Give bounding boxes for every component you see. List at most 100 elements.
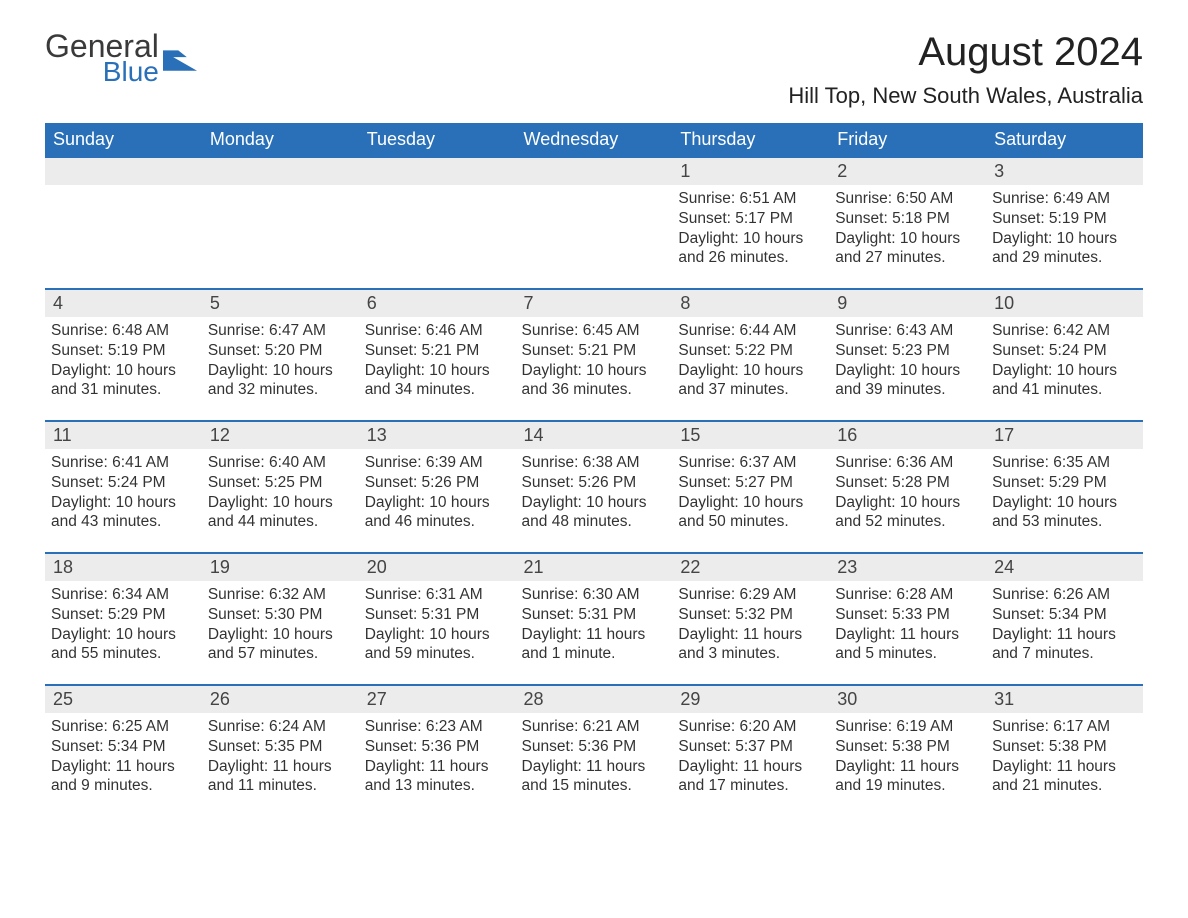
sunrise-text: Sunrise: 6:42 AM	[992, 321, 1137, 341]
day-body: Sunrise: 6:29 AMSunset: 5:32 PMDaylight:…	[672, 581, 829, 670]
sunrise-text: Sunrise: 6:38 AM	[522, 453, 667, 473]
daylight-text: Daylight: 10 hours and 44 minutes.	[208, 493, 353, 533]
daylight-text: Daylight: 10 hours and 55 minutes.	[51, 625, 196, 665]
daylight-text: Daylight: 10 hours and 53 minutes.	[992, 493, 1137, 533]
daylight-text: Daylight: 11 hours and 13 minutes.	[365, 757, 510, 797]
day-cell: 26Sunrise: 6:24 AMSunset: 5:35 PMDayligh…	[202, 685, 359, 817]
sunset-text: Sunset: 5:37 PM	[678, 737, 823, 757]
day-cell: 29Sunrise: 6:20 AMSunset: 5:37 PMDayligh…	[672, 685, 829, 817]
logo: General Blue	[45, 30, 197, 86]
day-body	[516, 185, 673, 195]
day-body	[202, 185, 359, 195]
day-number: 3	[986, 158, 1143, 185]
day-number: .	[45, 158, 202, 185]
sunset-text: Sunset: 5:34 PM	[51, 737, 196, 757]
daylight-text: Daylight: 11 hours and 1 minute.	[522, 625, 667, 665]
day-body: Sunrise: 6:37 AMSunset: 5:27 PMDaylight:…	[672, 449, 829, 538]
sunset-text: Sunset: 5:24 PM	[992, 341, 1137, 361]
day-cell: .	[202, 157, 359, 289]
day-body	[359, 185, 516, 195]
sunset-text: Sunset: 5:36 PM	[365, 737, 510, 757]
day-number: 8	[672, 290, 829, 317]
day-number: 28	[516, 686, 673, 713]
sunset-text: Sunset: 5:33 PM	[835, 605, 980, 625]
sunrise-text: Sunrise: 6:37 AM	[678, 453, 823, 473]
day-body: Sunrise: 6:41 AMSunset: 5:24 PMDaylight:…	[45, 449, 202, 538]
day-number: 15	[672, 422, 829, 449]
sunset-text: Sunset: 5:38 PM	[835, 737, 980, 757]
day-body: Sunrise: 6:31 AMSunset: 5:31 PMDaylight:…	[359, 581, 516, 670]
day-header-cell: Thursday	[672, 123, 829, 157]
sunrise-text: Sunrise: 6:31 AM	[365, 585, 510, 605]
day-cell: .	[359, 157, 516, 289]
day-cell: 2Sunrise: 6:50 AMSunset: 5:18 PMDaylight…	[829, 157, 986, 289]
sunrise-text: Sunrise: 6:36 AM	[835, 453, 980, 473]
day-cell: 4Sunrise: 6:48 AMSunset: 5:19 PMDaylight…	[45, 289, 202, 421]
logo-text: General Blue	[45, 30, 159, 86]
sunset-text: Sunset: 5:22 PM	[678, 341, 823, 361]
week-row: 11Sunrise: 6:41 AMSunset: 5:24 PMDayligh…	[45, 421, 1143, 553]
logo-flag-icon	[163, 45, 197, 71]
day-number: 23	[829, 554, 986, 581]
day-cell: 10Sunrise: 6:42 AMSunset: 5:24 PMDayligh…	[986, 289, 1143, 421]
day-body: Sunrise: 6:23 AMSunset: 5:36 PMDaylight:…	[359, 713, 516, 802]
daylight-text: Daylight: 11 hours and 19 minutes.	[835, 757, 980, 797]
sunrise-text: Sunrise: 6:41 AM	[51, 453, 196, 473]
day-cell: 28Sunrise: 6:21 AMSunset: 5:36 PMDayligh…	[516, 685, 673, 817]
day-number: 31	[986, 686, 1143, 713]
day-header-cell: Sunday	[45, 123, 202, 157]
day-number: 12	[202, 422, 359, 449]
day-body: Sunrise: 6:46 AMSunset: 5:21 PMDaylight:…	[359, 317, 516, 406]
title-block: August 2024 Hill Top, New South Wales, A…	[788, 30, 1143, 119]
sunrise-text: Sunrise: 6:17 AM	[992, 717, 1137, 737]
sunset-text: Sunset: 5:21 PM	[522, 341, 667, 361]
sunset-text: Sunset: 5:30 PM	[208, 605, 353, 625]
day-body: Sunrise: 6:39 AMSunset: 5:26 PMDaylight:…	[359, 449, 516, 538]
sunrise-text: Sunrise: 6:28 AM	[835, 585, 980, 605]
daylight-text: Daylight: 10 hours and 34 minutes.	[365, 361, 510, 401]
day-number: 20	[359, 554, 516, 581]
sunset-text: Sunset: 5:32 PM	[678, 605, 823, 625]
day-header-cell: Saturday	[986, 123, 1143, 157]
sunset-text: Sunset: 5:31 PM	[365, 605, 510, 625]
sunset-text: Sunset: 5:26 PM	[522, 473, 667, 493]
sunset-text: Sunset: 5:34 PM	[992, 605, 1137, 625]
day-body: Sunrise: 6:48 AMSunset: 5:19 PMDaylight:…	[45, 317, 202, 406]
sunrise-text: Sunrise: 6:24 AM	[208, 717, 353, 737]
sunset-text: Sunset: 5:29 PM	[992, 473, 1137, 493]
sunset-text: Sunset: 5:20 PM	[208, 341, 353, 361]
day-cell: 23Sunrise: 6:28 AMSunset: 5:33 PMDayligh…	[829, 553, 986, 685]
sunset-text: Sunset: 5:31 PM	[522, 605, 667, 625]
daylight-text: Daylight: 10 hours and 32 minutes.	[208, 361, 353, 401]
day-number: 11	[45, 422, 202, 449]
day-number: .	[202, 158, 359, 185]
day-header-cell: Friday	[829, 123, 986, 157]
location: Hill Top, New South Wales, Australia	[788, 83, 1143, 109]
day-cell: 16Sunrise: 6:36 AMSunset: 5:28 PMDayligh…	[829, 421, 986, 553]
calendar-body: ....1Sunrise: 6:51 AMSunset: 5:17 PMDayl…	[45, 157, 1143, 817]
day-cell: 7Sunrise: 6:45 AMSunset: 5:21 PMDaylight…	[516, 289, 673, 421]
day-body: Sunrise: 6:36 AMSunset: 5:28 PMDaylight:…	[829, 449, 986, 538]
sunset-text: Sunset: 5:35 PM	[208, 737, 353, 757]
day-body: Sunrise: 6:26 AMSunset: 5:34 PMDaylight:…	[986, 581, 1143, 670]
day-number: 22	[672, 554, 829, 581]
daylight-text: Daylight: 10 hours and 41 minutes.	[992, 361, 1137, 401]
sunset-text: Sunset: 5:27 PM	[678, 473, 823, 493]
day-body: Sunrise: 6:30 AMSunset: 5:31 PMDaylight:…	[516, 581, 673, 670]
sunrise-text: Sunrise: 6:44 AM	[678, 321, 823, 341]
day-body: Sunrise: 6:50 AMSunset: 5:18 PMDaylight:…	[829, 185, 986, 274]
day-number: 30	[829, 686, 986, 713]
day-number: 18	[45, 554, 202, 581]
sunset-text: Sunset: 5:25 PM	[208, 473, 353, 493]
day-body: Sunrise: 6:43 AMSunset: 5:23 PMDaylight:…	[829, 317, 986, 406]
day-cell: 18Sunrise: 6:34 AMSunset: 5:29 PMDayligh…	[45, 553, 202, 685]
sunset-text: Sunset: 5:28 PM	[835, 473, 980, 493]
day-cell: 11Sunrise: 6:41 AMSunset: 5:24 PMDayligh…	[45, 421, 202, 553]
day-number: .	[359, 158, 516, 185]
day-cell: 24Sunrise: 6:26 AMSunset: 5:34 PMDayligh…	[986, 553, 1143, 685]
sunset-text: Sunset: 5:21 PM	[365, 341, 510, 361]
daylight-text: Daylight: 11 hours and 11 minutes.	[208, 757, 353, 797]
day-number: 16	[829, 422, 986, 449]
day-body: Sunrise: 6:45 AMSunset: 5:21 PMDaylight:…	[516, 317, 673, 406]
day-number: 17	[986, 422, 1143, 449]
